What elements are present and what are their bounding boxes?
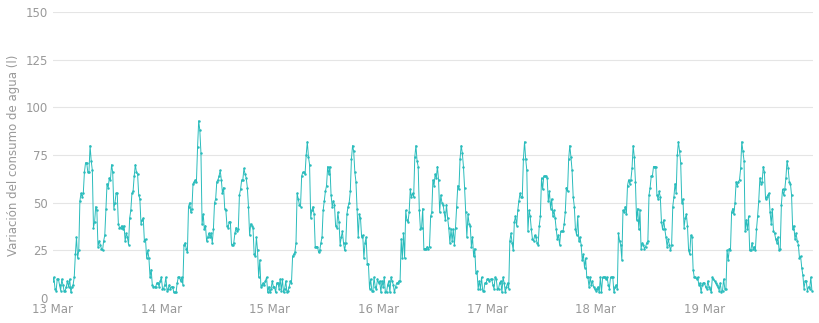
- Y-axis label: Variación del consumo de agua (l): Variación del consumo de agua (l): [7, 54, 20, 256]
